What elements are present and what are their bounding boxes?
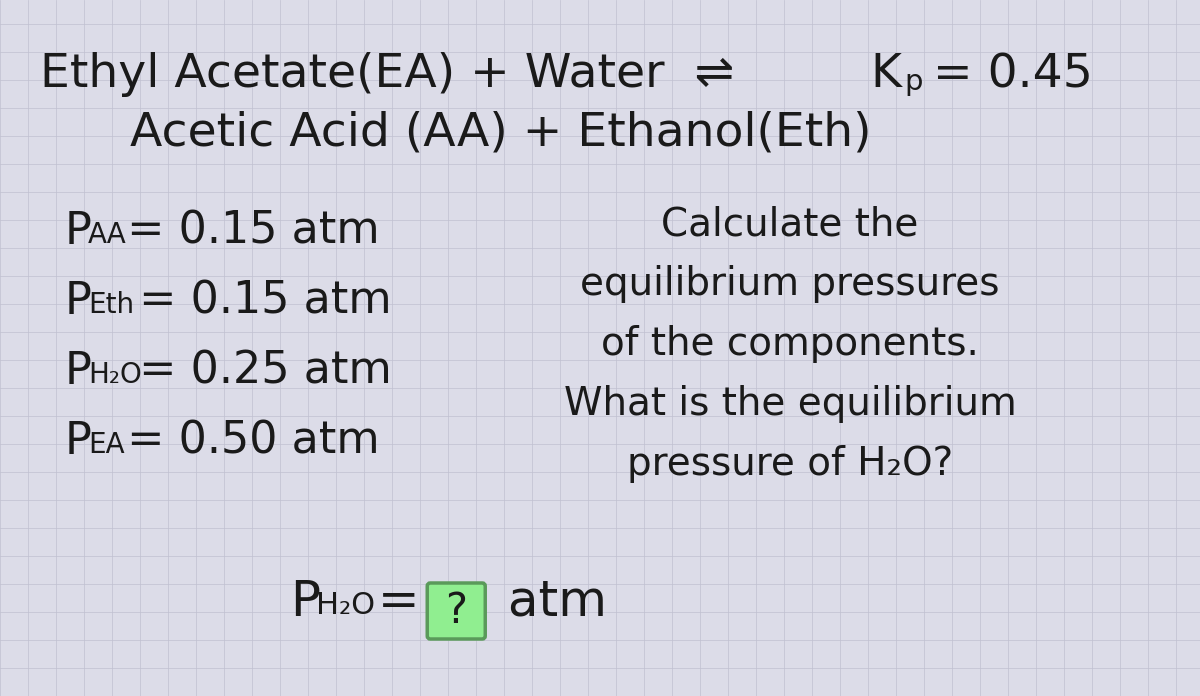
Text: P: P xyxy=(65,350,92,393)
Text: atm: atm xyxy=(492,578,607,626)
Text: P: P xyxy=(65,280,92,323)
Text: H₂O: H₂O xyxy=(88,361,142,389)
Text: = 0.45: = 0.45 xyxy=(918,52,1093,97)
Text: Ethyl Acetate(EA) + Water  ⇌: Ethyl Acetate(EA) + Water ⇌ xyxy=(40,52,734,97)
Text: pressure of H₂O?: pressure of H₂O? xyxy=(626,445,953,483)
Text: equilibrium pressures: equilibrium pressures xyxy=(581,265,1000,303)
FancyBboxPatch shape xyxy=(427,583,485,639)
Text: EA: EA xyxy=(88,432,125,459)
Text: P: P xyxy=(65,210,92,253)
Text: p: p xyxy=(904,68,923,96)
Text: of the components.: of the components. xyxy=(601,325,979,363)
Text: Calculate the: Calculate the xyxy=(661,205,919,243)
Text: = 0.50 atm: = 0.50 atm xyxy=(113,420,379,463)
Text: ?: ? xyxy=(445,590,467,632)
Text: P: P xyxy=(290,578,320,626)
Text: P: P xyxy=(65,420,92,463)
Text: What is the equilibrium: What is the equilibrium xyxy=(564,385,1016,423)
Text: Acetic Acid (AA) + Ethanol(Eth): Acetic Acid (AA) + Ethanol(Eth) xyxy=(130,110,871,155)
Text: Eth: Eth xyxy=(88,291,134,319)
Text: AA: AA xyxy=(88,221,127,249)
Text: = 0.25 atm: = 0.25 atm xyxy=(125,350,392,393)
Text: H₂O: H₂O xyxy=(316,591,376,619)
Text: K: K xyxy=(870,52,901,97)
Text: = 0.15 atm: = 0.15 atm xyxy=(125,280,392,323)
Text: =: = xyxy=(362,578,436,626)
Text: = 0.15 atm: = 0.15 atm xyxy=(113,210,379,253)
